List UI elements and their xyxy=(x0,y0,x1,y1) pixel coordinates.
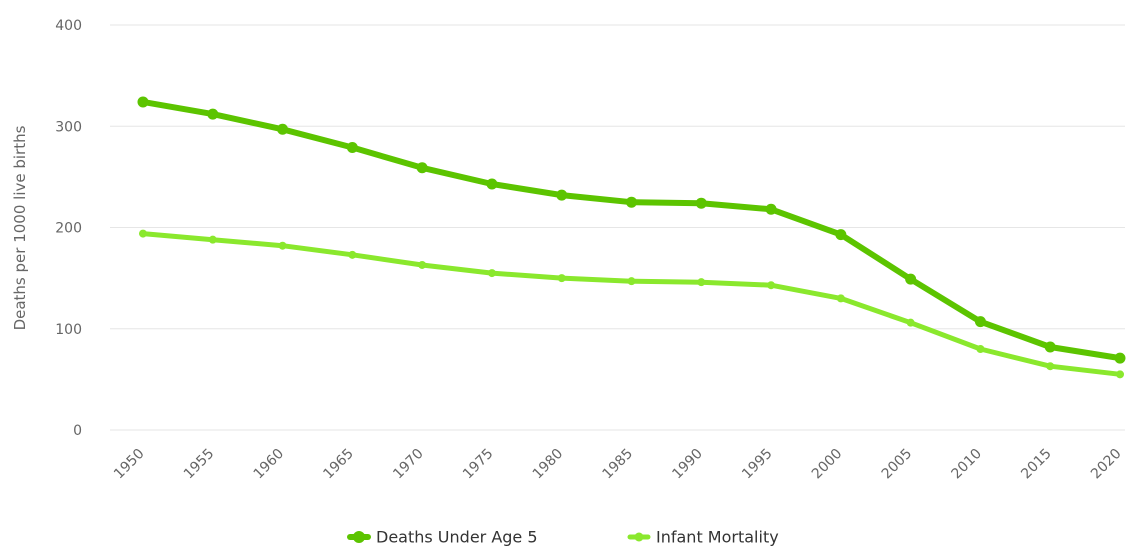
y-tick-label-200: 200 xyxy=(55,221,82,237)
data-point-1985 xyxy=(627,277,636,286)
y-axis-title: Deaths per 1000 live births xyxy=(11,125,29,330)
legend-item-infant-mortality: Infant Mortality xyxy=(627,528,779,547)
y-tick-label-400: 400 xyxy=(55,18,82,34)
data-point-1970 xyxy=(418,260,427,269)
data-point-1960 xyxy=(277,123,289,135)
x-tick-label-1970: 1970 xyxy=(390,446,427,483)
data-point-2010 xyxy=(976,345,985,353)
data-point-1990 xyxy=(695,197,707,209)
series-deaths-under-age-5 xyxy=(137,96,1126,364)
data-point-1985 xyxy=(626,196,637,208)
legend-item-deaths-under-age-5: Deaths Under Age 5 xyxy=(347,528,538,547)
legend-label: Deaths Under Age 5 xyxy=(376,528,538,547)
data-point-1995 xyxy=(765,203,777,215)
legend-symbol-marker xyxy=(353,531,365,543)
data-point-2015 xyxy=(1046,362,1055,371)
series-infant-mortality xyxy=(139,229,1124,379)
data-point-1965 xyxy=(348,250,357,259)
x-tick-label-2010: 2010 xyxy=(948,446,985,483)
x-tick-label-1960: 1960 xyxy=(251,446,288,483)
data-point-1980 xyxy=(556,189,568,201)
grid-lines xyxy=(110,24,1125,431)
data-point-2005 xyxy=(905,273,917,285)
data-point-1955 xyxy=(207,108,219,120)
x-tick-label-1955: 1955 xyxy=(181,446,218,483)
data-point-2000 xyxy=(835,229,847,241)
data-point-1950 xyxy=(139,229,147,238)
x-tick-label-1965: 1965 xyxy=(320,446,357,483)
data-point-2005 xyxy=(906,318,915,327)
series-line xyxy=(140,231,1123,377)
legend-label: Infant Mortality xyxy=(656,528,779,547)
series-lines xyxy=(137,96,1126,379)
data-point-1990 xyxy=(697,278,706,287)
y-tick-label-100: 100 xyxy=(55,322,82,338)
data-point-1975 xyxy=(487,269,496,278)
y-tick-label-0: 0 xyxy=(73,423,82,439)
data-point-1995 xyxy=(767,281,776,290)
data-point-2020 xyxy=(1116,370,1124,379)
data-point-1955 xyxy=(208,235,217,244)
y-axis-ticks: 0 100 200 300 400 xyxy=(55,18,82,439)
x-axis-ticks: 1950 1955 1960 1965 1970 1975 1980 1985 1990 1995… xyxy=(111,446,1125,483)
data-point-1980 xyxy=(557,274,566,283)
x-tick-label-1950: 1950 xyxy=(111,446,148,483)
data-point-2015 xyxy=(1044,341,1056,353)
data-point-2010 xyxy=(974,316,986,328)
legend-symbol-marker xyxy=(634,532,644,542)
x-tick-label-2000: 2000 xyxy=(809,446,846,483)
x-tick-label-1980: 1980 xyxy=(530,446,567,483)
data-point-1975 xyxy=(486,178,498,190)
x-tick-label-1990: 1990 xyxy=(669,446,706,483)
x-tick-label-2020: 2020 xyxy=(1088,446,1125,483)
data-point-2020 xyxy=(1114,352,1126,364)
data-point-1970 xyxy=(416,162,428,174)
x-tick-label-1995: 1995 xyxy=(739,446,776,483)
x-tick-label-1985: 1985 xyxy=(600,446,637,483)
y-tick-label-300: 300 xyxy=(55,119,82,135)
x-tick-label-2015: 2015 xyxy=(1018,446,1055,483)
data-point-1960 xyxy=(278,241,287,250)
data-point-1965 xyxy=(346,142,358,154)
data-point-1950 xyxy=(137,96,149,108)
legend: Deaths Under Age 5 Infant Mortality xyxy=(347,528,779,547)
x-tick-label-2005: 2005 xyxy=(879,446,916,483)
data-point-2000 xyxy=(836,294,845,303)
series-line xyxy=(140,98,1123,362)
x-tick-label-1975: 1975 xyxy=(460,446,497,483)
